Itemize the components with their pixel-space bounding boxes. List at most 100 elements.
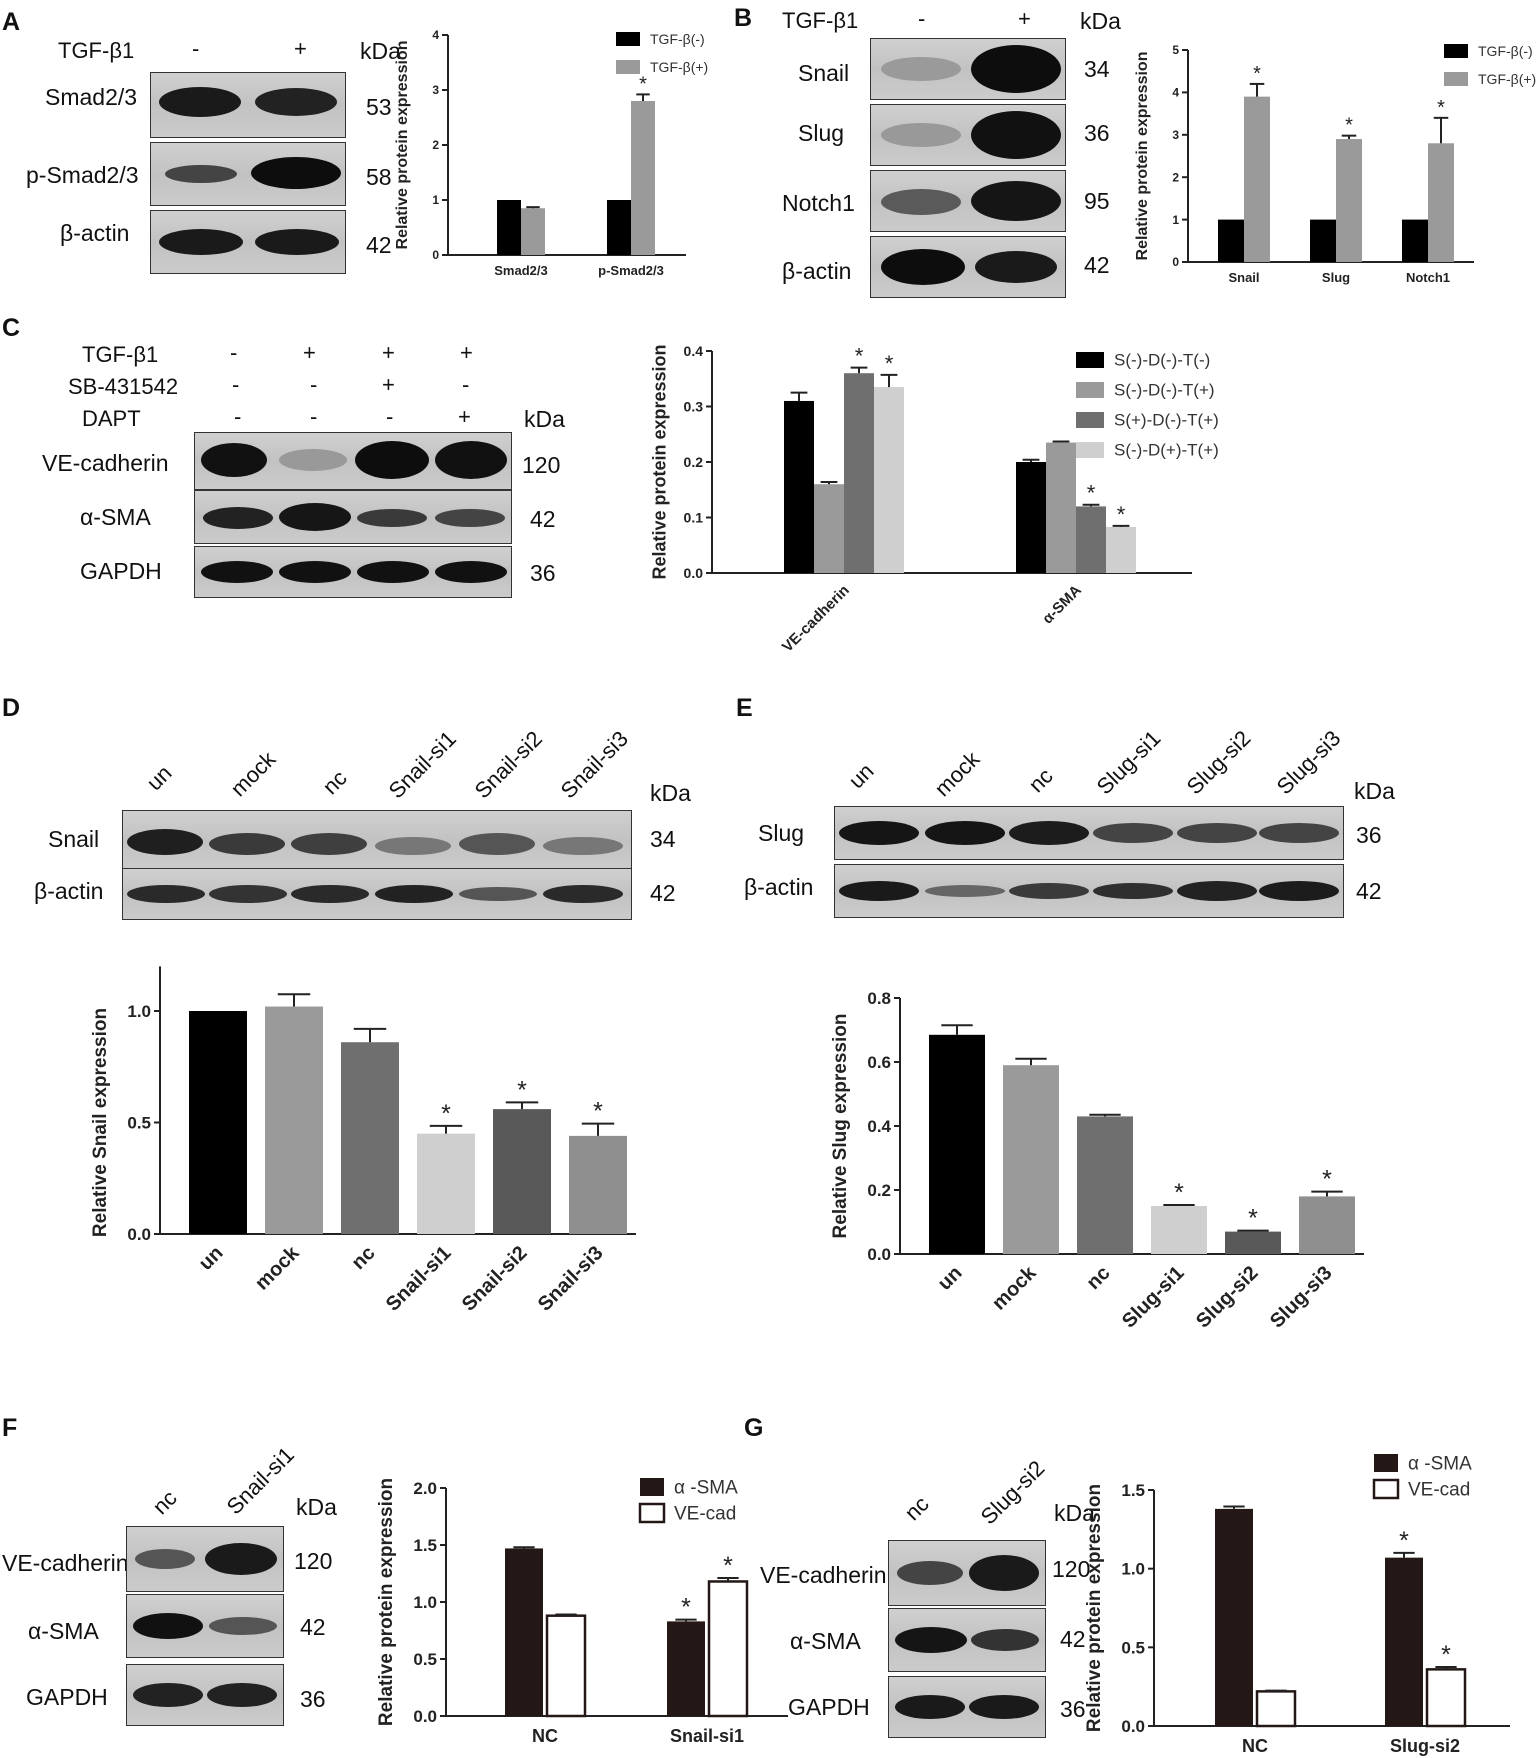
legend-label: TGF-β(+) (1478, 71, 1536, 87)
band (355, 441, 429, 479)
kda-value: 42 (1060, 1626, 1086, 1652)
band (435, 561, 507, 583)
y-tick-label: 3 (432, 83, 439, 97)
bar (1402, 219, 1428, 262)
bar (265, 1006, 323, 1234)
legend-swatch (616, 60, 640, 74)
significance-mark: * (1441, 1641, 1451, 1669)
legend-swatch (1076, 442, 1104, 458)
band (1259, 881, 1339, 901)
significance-mark: * (1087, 481, 1096, 506)
legend-swatch (1076, 352, 1104, 368)
kda-header: kDa (524, 406, 565, 432)
kda-value: 36 (530, 560, 556, 586)
protein-label: p-Smad2/3 (26, 162, 139, 188)
blot-strip (870, 236, 1066, 298)
y-tick-label: 1.0 (127, 1002, 151, 1021)
y-axis-title: Relative protein expression (650, 344, 670, 579)
protein-label: Snail (48, 826, 100, 852)
band (881, 123, 961, 147)
band (205, 1543, 277, 1575)
y-tick-label: 0.5 (1121, 1638, 1145, 1657)
y-tick-label: 2 (1172, 170, 1179, 184)
significance-mark: * (1248, 1205, 1258, 1233)
protein-label: Snail (798, 60, 850, 86)
kda-header: kDa (1054, 1500, 1095, 1526)
treatment-value: - (192, 36, 200, 61)
band (209, 833, 285, 855)
kda-value: 34 (650, 826, 676, 852)
bar (505, 1548, 543, 1716)
significance-mark: * (681, 1594, 691, 1622)
y-tick-label: 0.5 (127, 1113, 151, 1132)
significance-mark: * (1437, 97, 1445, 119)
significance-mark: * (1322, 1166, 1332, 1194)
treatment-value: - (386, 404, 394, 429)
protein-label: VE-cadherin (42, 450, 169, 476)
significance-mark: * (517, 1076, 527, 1104)
band (881, 57, 961, 81)
x-tick-label: p-Smad2/3 (598, 263, 664, 278)
band (159, 229, 243, 255)
band (135, 1549, 195, 1569)
band (895, 1695, 965, 1719)
blot-strip (126, 1526, 284, 1592)
bar (1215, 1508, 1253, 1726)
blot-strip (126, 1594, 284, 1658)
kda-value: 58 (366, 164, 392, 190)
bar (1076, 506, 1106, 573)
y-tick-label: 1.0 (413, 1593, 437, 1612)
y-tick-label: 1 (1172, 213, 1179, 227)
y-tick-label: 0.0 (1121, 1717, 1145, 1736)
blot-strip (194, 546, 512, 598)
y-tick-label: 0.0 (413, 1707, 437, 1726)
legend-swatch (1076, 412, 1104, 428)
legend-swatch (640, 1478, 664, 1496)
legend-label: α -SMA (1408, 1453, 1472, 1474)
band (165, 165, 237, 183)
bar (1310, 219, 1336, 262)
y-tick-label: 1.5 (1121, 1481, 1145, 1500)
significance-mark: * (885, 351, 894, 376)
protein-label: GAPDH (80, 558, 162, 584)
treatment-value: - (310, 404, 318, 429)
band (291, 833, 367, 855)
band (255, 229, 339, 255)
y-tick-label: 0.3 (684, 398, 704, 414)
band (971, 181, 1061, 221)
legend-swatch (1374, 1454, 1398, 1472)
protein-label: GAPDH (26, 1684, 108, 1710)
y-tick-label: 0.0 (684, 565, 704, 581)
treatment-value: + (382, 340, 395, 365)
band (1177, 881, 1257, 901)
blot-strip (126, 1664, 284, 1726)
band (969, 1555, 1039, 1591)
band (1009, 883, 1089, 899)
protein-label: α-SMA (28, 1618, 99, 1644)
significance-mark: * (441, 1100, 451, 1128)
bar (929, 1034, 985, 1254)
blot-strip (888, 1676, 1046, 1738)
significance-mark: * (593, 1098, 603, 1126)
kda-value: 120 (294, 1548, 333, 1574)
kda-value: 120 (522, 452, 561, 478)
band (1009, 821, 1089, 845)
y-axis-title: Relative Slug expression (830, 1014, 851, 1239)
band (209, 1617, 277, 1635)
protein-label: β-actin (60, 220, 130, 246)
panel-label-c: C (2, 314, 21, 342)
x-tick-label: Notch1 (1406, 270, 1450, 285)
y-tick-label: 2 (432, 138, 439, 152)
blot-strip (150, 210, 346, 274)
protein-label: VE-cadherin (760, 1562, 887, 1588)
band (133, 1683, 203, 1707)
kda-value: 42 (530, 506, 556, 532)
bar (1425, 1668, 1467, 1728)
y-tick-label: 4 (1172, 86, 1179, 100)
band (543, 885, 623, 903)
